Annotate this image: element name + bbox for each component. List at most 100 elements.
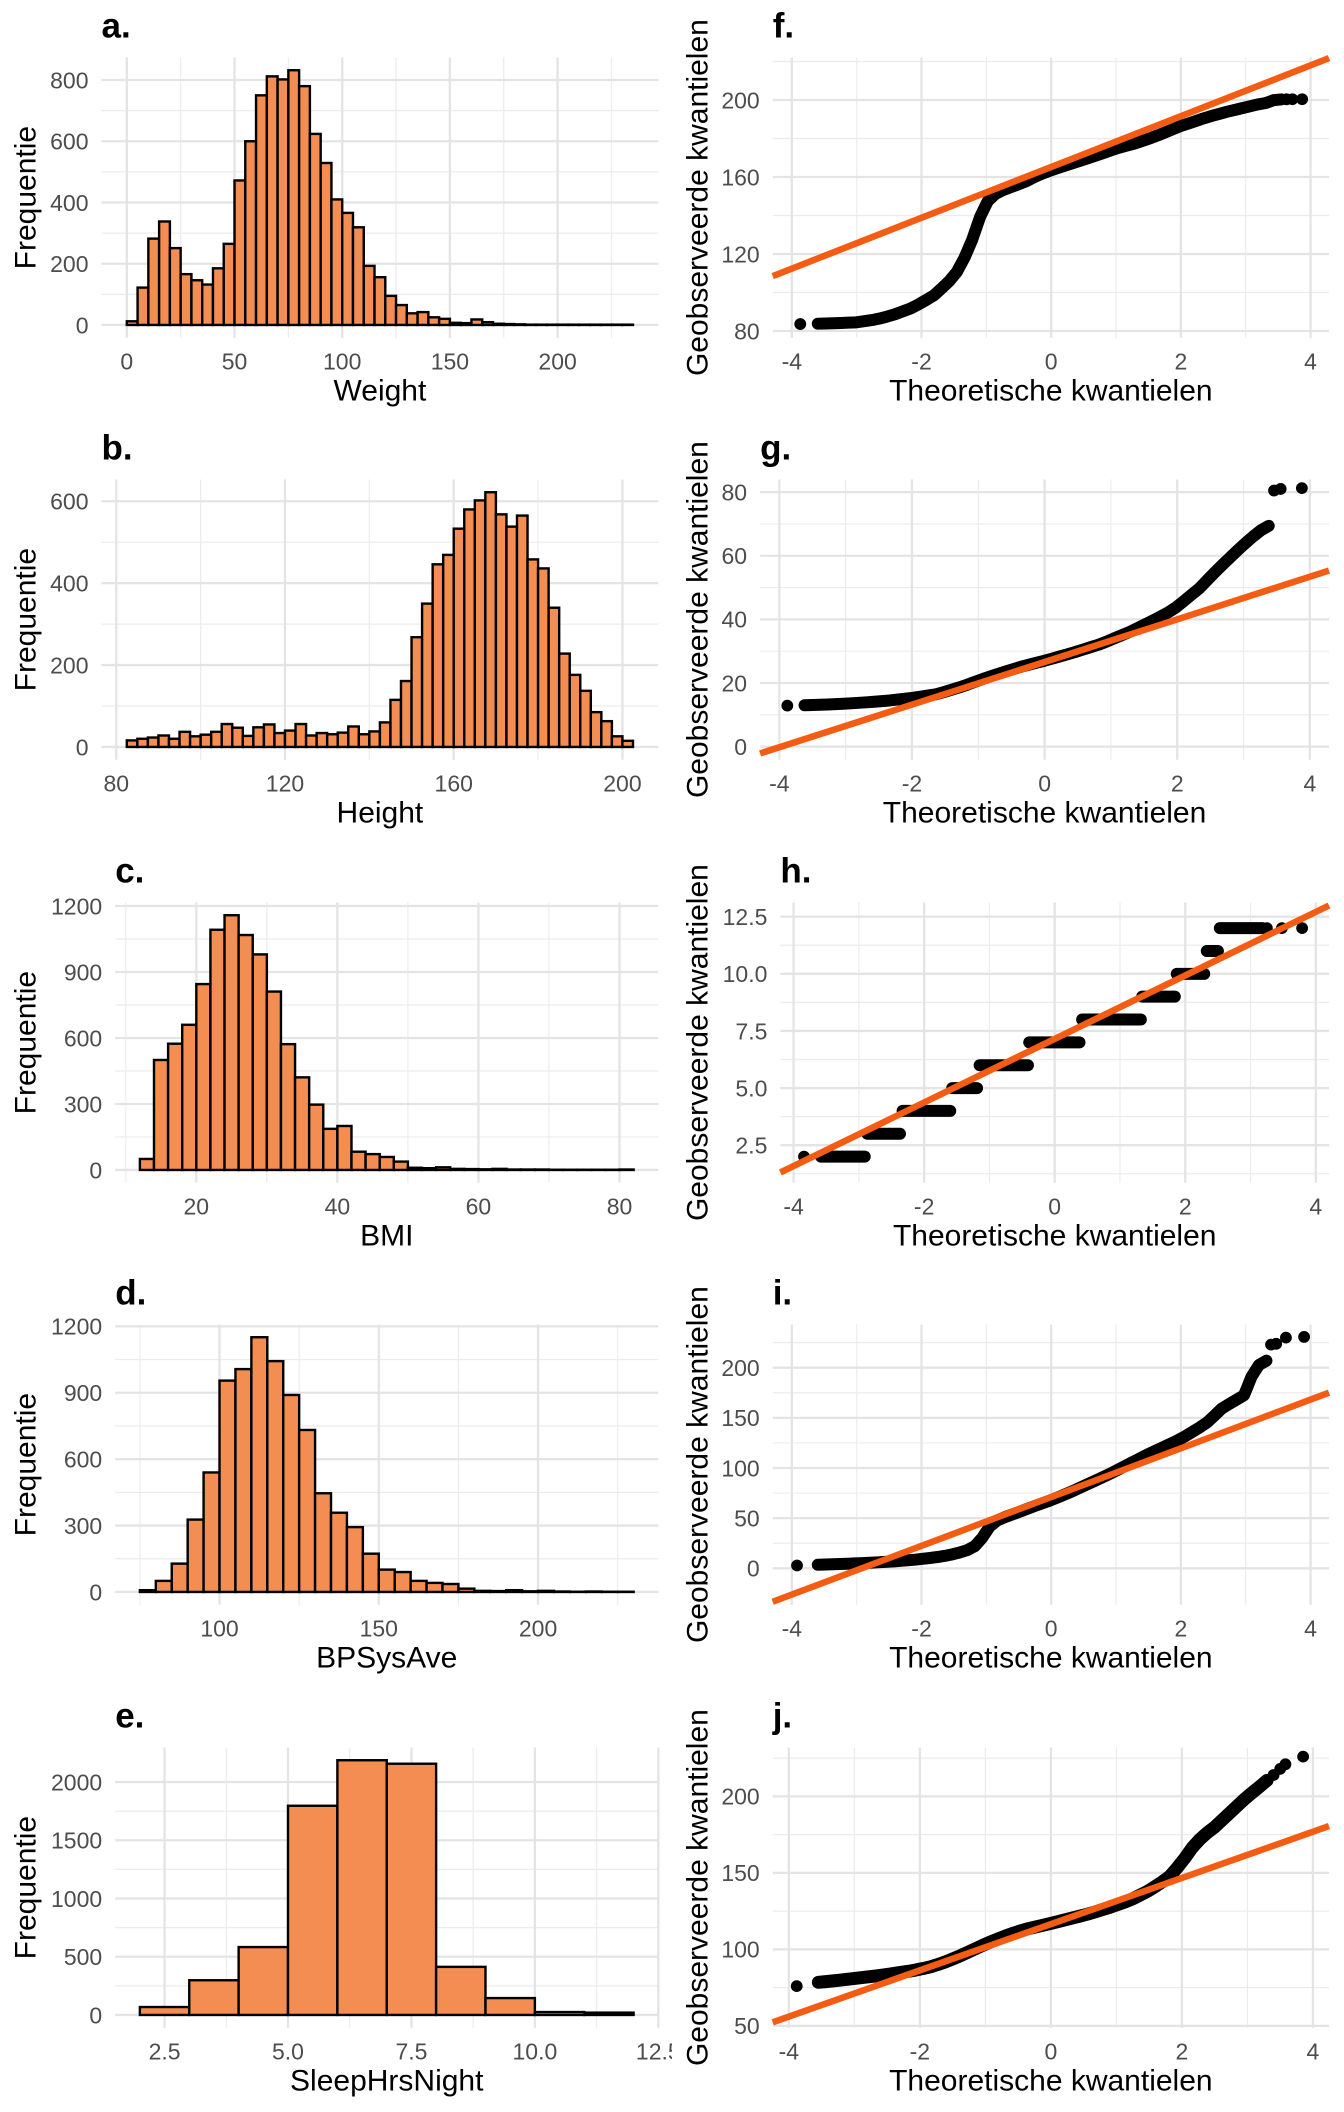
svg-text:0: 0: [89, 1579, 102, 1605]
svg-text:Frequentie: Frequentie: [10, 1815, 43, 1958]
svg-text:20: 20: [722, 671, 748, 697]
svg-text:i.: i.: [773, 1274, 792, 1313]
svg-text:120: 120: [266, 771, 304, 797]
svg-text:160: 160: [721, 164, 759, 190]
svg-text:-4: -4: [779, 2038, 800, 2064]
svg-text:4: 4: [1304, 349, 1317, 375]
svg-text:2: 2: [1176, 2038, 1189, 2064]
svg-text:0: 0: [1045, 2038, 1058, 2064]
svg-text:200: 200: [721, 87, 759, 113]
svg-text:-4: -4: [783, 1193, 804, 1219]
svg-text:-2: -2: [910, 2038, 930, 2064]
svg-text:4: 4: [1307, 2038, 1320, 2064]
svg-text:0: 0: [747, 1556, 760, 1582]
svg-text:Frequentie: Frequentie: [10, 548, 43, 691]
svg-text:400: 400: [50, 571, 88, 597]
svg-text:0: 0: [76, 312, 89, 338]
svg-text:j.: j.: [772, 1696, 792, 1735]
svg-text:40: 40: [325, 1193, 351, 1219]
svg-text:120: 120: [721, 241, 759, 267]
svg-text:4: 4: [1303, 771, 1316, 797]
svg-text:150: 150: [431, 349, 469, 375]
svg-text:-4: -4: [782, 349, 803, 375]
svg-text:40: 40: [722, 607, 748, 633]
svg-text:0: 0: [120, 349, 133, 375]
svg-text:12.5: 12.5: [636, 2038, 672, 2064]
svg-text:7.5: 7.5: [735, 1018, 767, 1044]
svg-text:Theoretische kwantielen: Theoretische kwantielen: [889, 2064, 1213, 2097]
svg-text:200: 200: [721, 1355, 759, 1381]
svg-text:Frequentie: Frequentie: [10, 1393, 43, 1536]
svg-text:2.5: 2.5: [735, 1132, 767, 1158]
svg-text:60: 60: [722, 543, 748, 569]
svg-text:-2: -2: [914, 1193, 934, 1219]
svg-text:2: 2: [1174, 1616, 1187, 1642]
svg-text:Geobserveerde kwantielen: Geobserveerde kwantielen: [682, 1286, 715, 1643]
svg-text:2: 2: [1171, 771, 1184, 797]
svg-text:200: 200: [538, 349, 576, 375]
svg-text:a.: a.: [102, 7, 131, 46]
svg-text:1200: 1200: [51, 1314, 102, 1340]
svg-text:200: 200: [721, 1783, 759, 1809]
svg-text:2.5: 2.5: [149, 2038, 181, 2064]
svg-text:50: 50: [734, 2013, 760, 2039]
svg-text:Height: Height: [337, 797, 424, 830]
svg-text:4: 4: [1309, 1193, 1322, 1219]
svg-text:0: 0: [1048, 1193, 1061, 1219]
svg-text:BMI: BMI: [360, 1219, 413, 1252]
svg-text:10.0: 10.0: [512, 2038, 557, 2064]
svg-text:-2: -2: [911, 1616, 931, 1642]
svg-text:7.5: 7.5: [395, 2038, 427, 2064]
svg-text:Frequentie: Frequentie: [10, 126, 43, 269]
svg-text:b.: b.: [102, 429, 133, 468]
svg-text:20: 20: [184, 1193, 210, 1219]
svg-text:100: 100: [200, 1616, 238, 1642]
svg-text:60: 60: [466, 1193, 492, 1219]
svg-text:500: 500: [64, 1944, 102, 1970]
svg-text:0: 0: [1038, 771, 1051, 797]
svg-text:400: 400: [50, 190, 88, 216]
svg-text:200: 200: [519, 1616, 557, 1642]
svg-text:5.0: 5.0: [272, 2038, 304, 2064]
svg-text:e.: e.: [115, 1696, 144, 1735]
svg-text:150: 150: [721, 1405, 759, 1431]
svg-text:0: 0: [1045, 349, 1058, 375]
svg-text:1000: 1000: [51, 1885, 102, 1911]
svg-text:2: 2: [1179, 1193, 1192, 1219]
svg-text:600: 600: [64, 1025, 102, 1051]
svg-text:2: 2: [1174, 349, 1187, 375]
svg-text:0: 0: [734, 734, 747, 760]
svg-text:1200: 1200: [51, 893, 102, 919]
svg-text:-2: -2: [902, 771, 922, 797]
svg-text:-4: -4: [769, 771, 790, 797]
svg-text:150: 150: [360, 1616, 398, 1642]
svg-text:800: 800: [50, 67, 88, 93]
svg-text:80: 80: [607, 1193, 633, 1219]
svg-text:12.5: 12.5: [723, 904, 768, 930]
svg-text:600: 600: [50, 129, 88, 155]
svg-text:50: 50: [222, 349, 248, 375]
svg-text:300: 300: [64, 1513, 102, 1539]
svg-text:100: 100: [721, 1936, 759, 1962]
svg-text:g.: g.: [760, 429, 791, 468]
svg-text:Frequentie: Frequentie: [10, 971, 43, 1114]
svg-text:80: 80: [722, 480, 748, 506]
svg-text:160: 160: [435, 771, 473, 797]
svg-text:Geobserveerde kwantielen: Geobserveerde kwantielen: [682, 1709, 715, 2066]
svg-text:f.: f.: [773, 7, 794, 46]
svg-text:600: 600: [64, 1447, 102, 1473]
svg-text:0: 0: [76, 735, 89, 761]
svg-text:150: 150: [721, 1860, 759, 1886]
svg-text:Theoretische kwantielen: Theoretische kwantielen: [883, 797, 1207, 830]
svg-text:0: 0: [1045, 1616, 1058, 1642]
svg-text:Geobserveerde kwantielen: Geobserveerde kwantielen: [682, 864, 715, 1221]
svg-text:4: 4: [1304, 1616, 1317, 1642]
svg-text:h.: h.: [780, 851, 811, 890]
svg-text:c.: c.: [115, 851, 144, 890]
svg-text:900: 900: [64, 1380, 102, 1406]
svg-text:0: 0: [89, 2002, 102, 2028]
svg-text:80: 80: [734, 318, 760, 344]
svg-text:200: 200: [603, 771, 641, 797]
svg-text:Theoretische kwantielen: Theoretische kwantielen: [889, 1642, 1213, 1675]
svg-text:-2: -2: [911, 349, 931, 375]
